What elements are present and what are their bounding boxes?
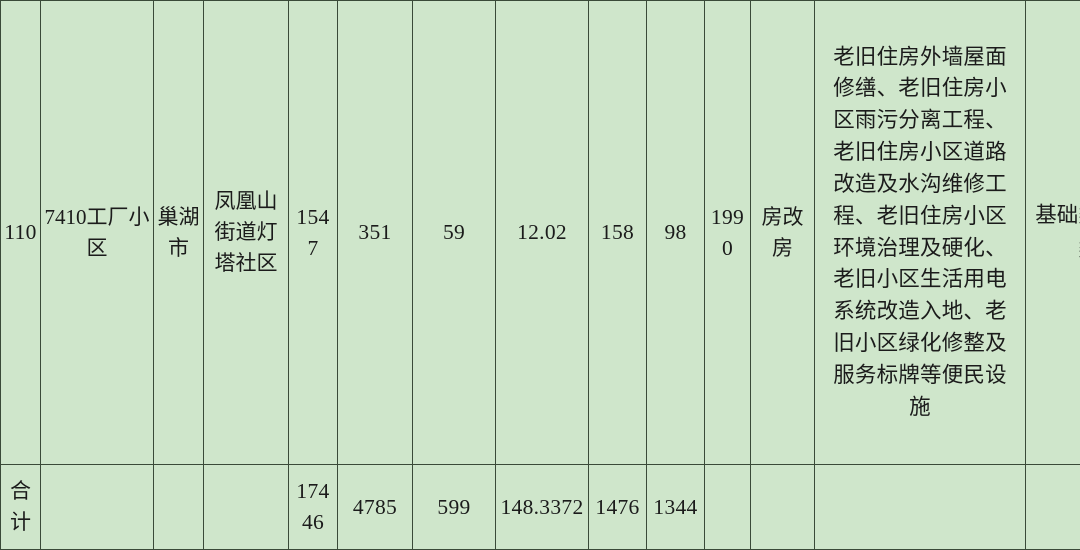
total-value-six[interactable]: 1344 <box>647 465 705 550</box>
cell-renovation-content[interactable]: 老旧住房外墙屋面修缮、老旧住房小区雨污分离工程、老旧住房小区道路改造及水沟维修工… <box>815 1 1026 465</box>
table-total-row[interactable]: 合计 17446 4785 599 148.3372 1476 1344 <box>1 465 1080 550</box>
total-property-type[interactable] <box>751 465 815 550</box>
cell-building-count[interactable]: 351 <box>338 1 413 465</box>
cell-value-five[interactable]: 158 <box>589 1 647 465</box>
cell-build-year[interactable]: 1990 <box>705 1 751 465</box>
cell-text: 房改房 <box>762 205 804 260</box>
cell-area-amount[interactable]: 12.02 <box>496 1 589 465</box>
total-city[interactable] <box>154 465 204 550</box>
cell-text: 148.3372 <box>498 492 586 523</box>
cell-text: 110 <box>3 217 38 248</box>
total-build-year[interactable] <box>705 465 751 550</box>
cell-community-name[interactable]: 7410工厂小区 <box>41 1 154 465</box>
cell-street-community[interactable]: 凤凰山街道灯塔社区 <box>204 1 289 465</box>
cell-text: 1990 <box>707 202 748 263</box>
total-community-name[interactable] <box>41 465 154 550</box>
cell-text: 7410工厂小区 <box>45 205 150 260</box>
total-renovation-category[interactable] <box>1026 465 1080 550</box>
total-renovation-content[interactable] <box>815 465 1026 550</box>
cell-sequence-number[interactable]: 110 <box>1 1 41 465</box>
cell-text: 351 <box>358 220 391 244</box>
table-row[interactable]: 110 7410工厂小区 巢湖市 凤凰山街道灯塔社区 1547 351 59 1… <box>1 1 1080 465</box>
cell-text: 158 <box>601 220 634 244</box>
total-household-count[interactable]: 17446 <box>289 465 338 550</box>
cell-text: 98 <box>664 220 686 244</box>
cell-text: 59 <box>443 220 465 244</box>
cell-renovation-category[interactable]: 基础类完善类 <box>1026 1 1080 465</box>
cell-city[interactable]: 巢湖市 <box>154 1 204 465</box>
cell-text: 17446 <box>291 476 335 537</box>
cell-text: 老旧住房外墙屋面修缮、老旧住房小区雨污分离工程、老旧住房小区道路改造及水沟维修工… <box>817 42 1023 424</box>
cell-household-count[interactable]: 1547 <box>289 1 338 465</box>
cell-text: 12.02 <box>498 217 586 248</box>
total-building-count[interactable]: 4785 <box>338 465 413 550</box>
cell-text: 1476 <box>595 495 639 519</box>
cell-text: 599 <box>437 495 470 519</box>
total-value-five[interactable]: 1476 <box>589 465 647 550</box>
cell-text: 基础类完善类 <box>1028 199 1080 266</box>
total-label[interactable]: 合计 <box>1 465 41 550</box>
cell-text: 合计 <box>10 479 31 534</box>
cell-text: 巢湖市 <box>158 205 200 260</box>
cell-text: 1547 <box>291 202 335 263</box>
total-unit-count[interactable]: 599 <box>413 465 496 550</box>
total-street-community[interactable] <box>204 465 289 550</box>
total-area-amount[interactable]: 148.3372 <box>496 465 589 550</box>
cell-property-type[interactable]: 房改房 <box>751 1 815 465</box>
cell-value-six[interactable]: 98 <box>647 1 705 465</box>
cell-text: 1344 <box>653 495 697 519</box>
cell-text: 凤凰山街道灯塔社区 <box>215 189 278 275</box>
cell-text: 4785 <box>353 495 397 519</box>
cell-unit-count[interactable]: 59 <box>413 1 496 465</box>
